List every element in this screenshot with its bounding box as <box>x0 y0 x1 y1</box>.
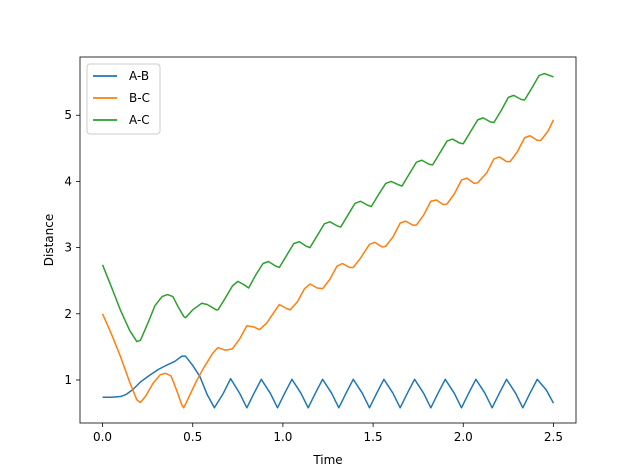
legend-label-A-B: A-B <box>129 69 149 83</box>
x-tick-label: 2.5 <box>544 430 563 444</box>
x-axis: 0.0 0.5 1.0 1.5 2.0 2.5 <box>93 423 563 444</box>
y-axis: 1 2 3 4 5 <box>64 108 80 387</box>
legend-box <box>86 63 161 135</box>
y-tick-label: 4 <box>64 174 72 188</box>
legend-label-A-C: A-C <box>129 113 150 127</box>
y-tick-label: 1 <box>64 373 72 387</box>
x-axis-label: Time <box>312 453 342 467</box>
x-tick-label: 1.5 <box>364 430 383 444</box>
series-line-A-B <box>102 355 555 409</box>
y-tick-label: 5 <box>64 108 72 122</box>
plot-area <box>79 56 577 424</box>
x-tick-label: 0.5 <box>183 430 202 444</box>
y-tick-label: 3 <box>64 241 72 255</box>
y-tick-label: 2 <box>64 307 72 321</box>
series-line-B-C <box>101 119 555 409</box>
x-tick-label: 0.0 <box>93 430 112 444</box>
series-line-A-C <box>101 72 554 343</box>
x-tick-label: 1.0 <box>273 430 292 444</box>
x-tick-label: 2.0 <box>454 430 473 444</box>
y-axis-label: Distance <box>42 214 56 266</box>
legend: A-B B-C A-C <box>86 63 161 135</box>
plot-frame <box>79 56 577 424</box>
legend-label-B-C: B-C <box>129 91 150 105</box>
